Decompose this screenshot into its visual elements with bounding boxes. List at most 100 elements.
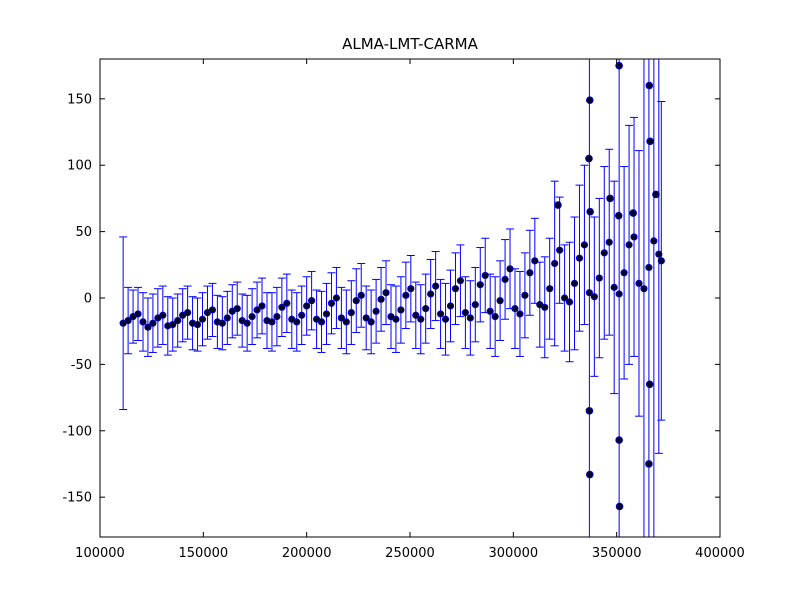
data-marker xyxy=(125,317,131,324)
chart-title: ALMA-LMT-CARMA xyxy=(342,35,479,53)
data-marker xyxy=(383,289,389,296)
data-marker xyxy=(631,234,637,240)
x-tick-label: 300000 xyxy=(489,546,539,561)
data-marker xyxy=(140,319,146,325)
outlier-marker xyxy=(587,208,594,215)
data-marker xyxy=(432,283,439,289)
data-marker xyxy=(442,316,449,322)
outlier-marker xyxy=(616,62,623,69)
y-tick-label: 50 xyxy=(75,225,92,240)
data-marker xyxy=(512,305,518,312)
data-marker xyxy=(413,312,419,318)
data-marker xyxy=(308,297,315,304)
data-marker xyxy=(537,301,543,308)
data-marker xyxy=(284,300,290,307)
data-marker xyxy=(626,242,632,248)
data-marker xyxy=(313,316,320,322)
data-marker xyxy=(229,308,235,314)
outlier-marker xyxy=(647,138,654,145)
data-marker xyxy=(358,292,364,299)
outlier-marker xyxy=(616,437,623,443)
data-marker xyxy=(576,255,583,261)
data-marker xyxy=(398,307,404,313)
data-marker xyxy=(452,286,459,292)
data-marker xyxy=(338,315,345,321)
data-marker xyxy=(611,284,617,291)
outlier-marker xyxy=(586,471,593,478)
data-marker xyxy=(160,312,166,318)
data-marker xyxy=(373,308,379,314)
data-marker xyxy=(403,292,409,299)
y-tick-label: 100 xyxy=(67,159,92,174)
y-tick-label: -100 xyxy=(62,424,92,439)
x-tick-label: 350000 xyxy=(592,546,642,561)
outlier-marker xyxy=(646,82,653,89)
data-marker xyxy=(259,303,265,309)
data-marker xyxy=(165,323,171,329)
data-marker xyxy=(591,293,598,300)
x-tick-label: 400000 xyxy=(695,546,745,561)
outlier-marker xyxy=(586,407,593,414)
data-marker xyxy=(294,319,300,325)
data-marker xyxy=(318,319,325,325)
outlier-marker xyxy=(615,212,622,219)
data-marker xyxy=(497,297,503,304)
outlier-marker xyxy=(586,155,592,162)
outlier-marker xyxy=(646,461,652,467)
y-tick-label: -50 xyxy=(71,358,92,373)
data-marker xyxy=(551,260,558,267)
data-marker xyxy=(179,312,186,318)
data-marker xyxy=(264,317,270,324)
data-marker xyxy=(492,313,498,320)
data-marker xyxy=(507,266,513,272)
x-tick-label: 150000 xyxy=(179,546,229,561)
outlier-marker xyxy=(607,195,613,202)
data-marker xyxy=(581,242,588,248)
data-marker xyxy=(658,258,665,264)
data-marker xyxy=(527,270,533,276)
data-marker xyxy=(303,303,310,309)
data-marker xyxy=(120,320,126,326)
data-marker xyxy=(274,313,280,320)
data-marker xyxy=(289,316,295,322)
data-marker xyxy=(363,315,369,321)
data-marker xyxy=(224,315,231,321)
data-marker xyxy=(184,309,191,316)
data-marker xyxy=(299,312,305,318)
data-marker xyxy=(423,305,429,312)
data-marker xyxy=(175,317,181,324)
data-marker xyxy=(641,286,647,292)
data-marker xyxy=(651,238,657,244)
y-tick-label: 150 xyxy=(67,92,92,107)
outlier-marker xyxy=(555,202,561,208)
data-marker xyxy=(150,320,156,326)
data-marker xyxy=(427,291,434,297)
data-marker xyxy=(214,319,221,325)
data-marker xyxy=(239,317,245,324)
outlier-marker xyxy=(653,191,659,198)
x-tick-label: 250000 xyxy=(385,546,435,561)
plot-area xyxy=(119,59,666,537)
data-marker xyxy=(135,311,141,317)
data-marker xyxy=(566,299,573,305)
data-marker xyxy=(199,316,206,322)
data-marker xyxy=(249,313,255,320)
outlier-marker xyxy=(586,97,593,104)
data-marker xyxy=(586,289,593,296)
data-marker xyxy=(457,278,464,284)
data-marker xyxy=(145,324,151,330)
data-marker xyxy=(656,251,662,257)
data-marker xyxy=(155,315,161,321)
data-marker xyxy=(502,276,508,283)
data-marker xyxy=(323,311,330,317)
data-marker xyxy=(333,295,340,301)
data-marker xyxy=(646,264,652,271)
outlier-marker xyxy=(630,210,637,216)
data-marker xyxy=(522,292,528,299)
data-marker xyxy=(343,319,350,325)
data-marker xyxy=(556,247,563,253)
data-marker xyxy=(467,315,474,321)
y-tick-label: 0 xyxy=(84,292,92,307)
x-tick-label: 200000 xyxy=(282,546,332,561)
